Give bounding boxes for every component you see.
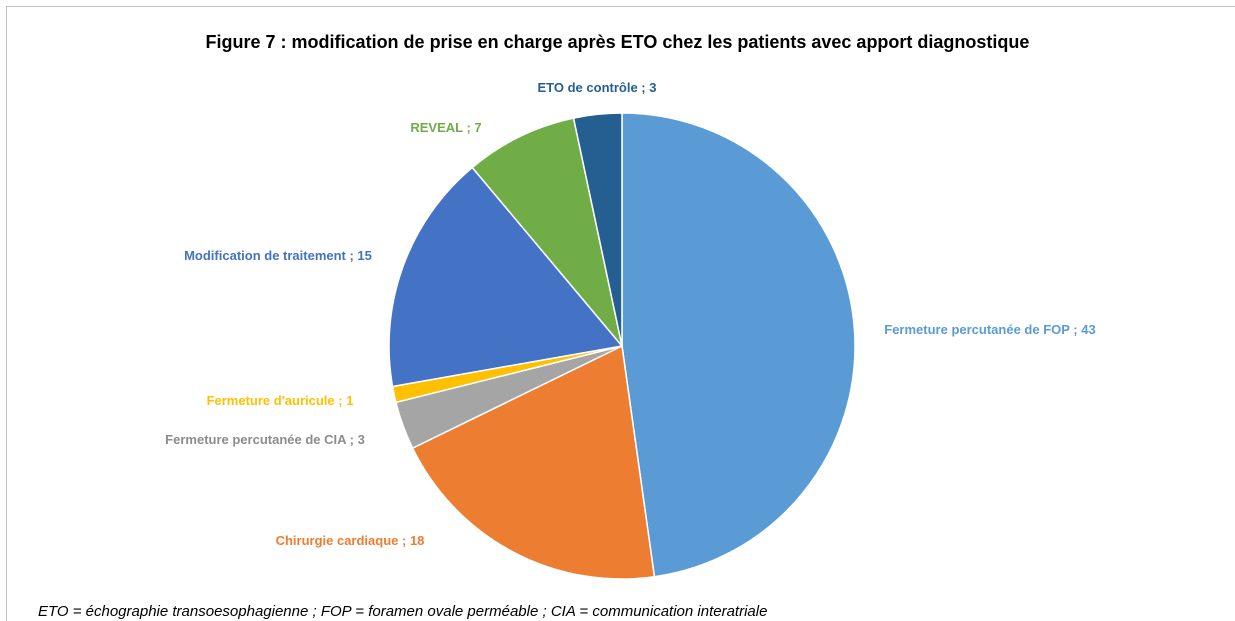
pie-slice (621, 112, 856, 578)
data-label: Modification de traitement ; 15 (184, 248, 372, 263)
chart-frame (6, 6, 1235, 621)
pie-slice (411, 344, 656, 580)
data-label: ETO de contrôle ; 3 (537, 80, 657, 95)
data-label: REVEAL ; 7 (410, 120, 482, 135)
data-label: Fermeture d'auricule ; 1 (206, 393, 354, 408)
data-label: Chirurgie cardiaque ; 18 (275, 533, 425, 548)
data-label: Fermeture percutanée de FOP ; 43 (884, 322, 1096, 337)
pie-slice (471, 117, 623, 347)
footnote: ETO = échographie transoesophagienne ; F… (38, 603, 768, 620)
pie-slice (572, 112, 623, 347)
pie-slice (388, 166, 624, 388)
chart-title: Figure 7 : modification de prise en char… (205, 32, 1030, 52)
data-label: Fermeture percutanée de CIA ; 3 (165, 432, 365, 447)
